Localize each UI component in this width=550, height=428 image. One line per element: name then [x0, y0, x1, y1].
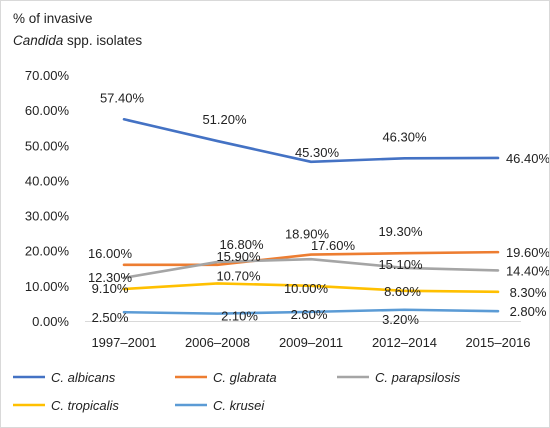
- y-axis-ticks: 0.00% 10.00% 20.00% 30.00% 40.00% 50.00% 60.00…: [25, 68, 70, 329]
- data-label: 17.60%: [311, 238, 356, 253]
- data-label: 9.10%: [92, 281, 129, 296]
- y-tick-label: 60.00%: [25, 103, 70, 118]
- series-line-3: [122, 282, 500, 294]
- legend-label: C. albicans: [51, 370, 116, 385]
- data-label: 14.40%: [506, 263, 549, 278]
- x-tick-label: 1997–2001: [91, 335, 156, 350]
- legend-label: C. glabrata: [213, 370, 277, 385]
- data-label: 2.50%: [92, 310, 129, 325]
- series-line-2: [122, 257, 500, 280]
- data-label: 12.30%: [88, 270, 133, 285]
- data-label: 19.60%: [506, 245, 549, 260]
- data-label: 15.90%: [216, 249, 261, 264]
- series-line-0: [122, 117, 500, 164]
- data-label: 15.10%: [378, 257, 423, 272]
- x-tick-label: 2009–2011: [279, 335, 343, 350]
- x-tick-label: 2015–2016: [465, 335, 530, 350]
- data-label: 18.90%: [285, 227, 330, 242]
- series-line-1: [122, 250, 500, 267]
- data-label: 8.60%: [384, 284, 421, 299]
- x-axis-ticks: 1997–2001 2006–2008 2009–2011 2012–2014 2015…: [91, 335, 530, 350]
- y-tick-label: 0.00%: [32, 314, 69, 329]
- data-label: 3.20%: [382, 312, 419, 327]
- y-tick-label: 10.00%: [25, 279, 70, 294]
- legend-label: C. parapsilosis: [375, 370, 461, 385]
- y-tick-label: 20.00%: [25, 244, 70, 259]
- data-label: 8.30%: [510, 285, 547, 300]
- data-label: 57.40%: [100, 90, 145, 105]
- y-tick-label: 40.00%: [25, 173, 70, 188]
- y-axis-title-line1: % of invasive: [13, 11, 93, 26]
- data-label: 45.30%: [295, 145, 340, 160]
- x-tick-label: 2012–2014: [372, 335, 437, 350]
- legend-label: C. krusei: [213, 398, 265, 413]
- data-labels: 57.40% 51.20% 45.30% 46.30% 46.40% 16.00% 16.8…: [88, 90, 549, 326]
- y-axis-title-line2: Candida spp. isolates: [13, 33, 142, 48]
- data-label: 46.40%: [506, 151, 549, 166]
- data-label: 2.80%: [510, 304, 547, 319]
- legend-label: C. tropicalis: [51, 398, 119, 413]
- series-lines: [122, 117, 500, 315]
- data-label: 51.20%: [202, 112, 247, 127]
- legend: C. albicans C. glabrata C. parapsilosis C. …: [13, 370, 461, 413]
- data-label: 19.30%: [378, 224, 423, 239]
- x-tick-label: 2006–2008: [185, 335, 250, 350]
- series-line-4: [122, 308, 500, 315]
- data-label: 2.10%: [221, 309, 258, 324]
- data-label: 10.00%: [284, 281, 329, 296]
- y-tick-label: 50.00%: [25, 138, 70, 153]
- data-label: 2.60%: [291, 307, 328, 322]
- data-label: 16.00%: [88, 246, 133, 261]
- data-label: 46.30%: [382, 129, 427, 144]
- y-tick-label: 70.00%: [25, 68, 70, 83]
- y-tick-label: 30.00%: [25, 209, 70, 224]
- data-label: 16.80%: [219, 237, 264, 252]
- y-axis-title-italic: Candida: [13, 33, 64, 48]
- y-axis-title-rest: spp. isolates: [63, 33, 142, 48]
- data-label: 10.70%: [216, 268, 261, 283]
